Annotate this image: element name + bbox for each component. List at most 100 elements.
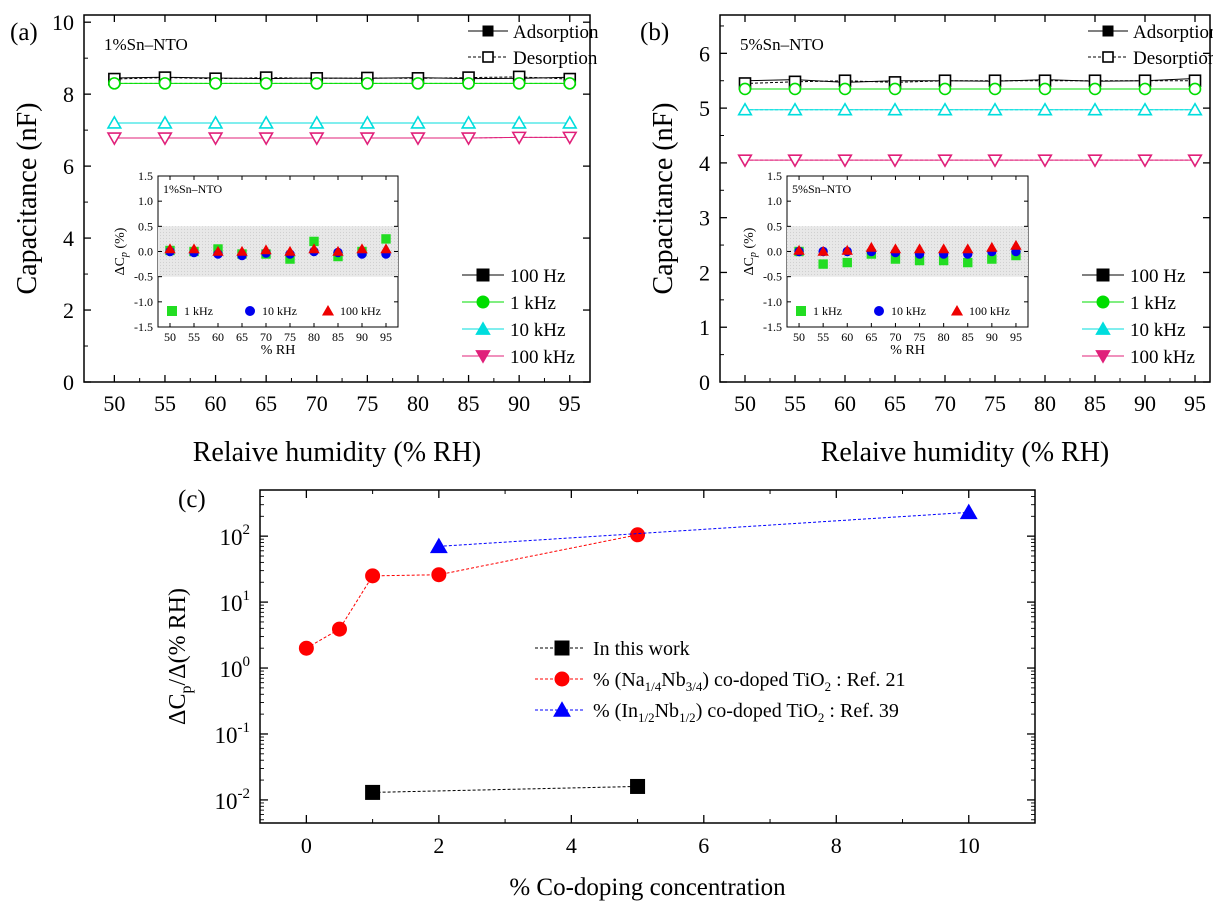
inset-legend-marker [874, 306, 884, 316]
inset-x-tick-label: 70 [889, 330, 901, 344]
inset-data-point [865, 241, 878, 252]
inset-y-tick-label: -0.5 [763, 270, 782, 284]
inset-x-tick-label: 95 [380, 330, 392, 344]
legend-label-part: 2 [825, 679, 832, 694]
inset-y-axis-label: ΔCp (%) [742, 227, 759, 275]
legend-label: In this work [593, 638, 690, 660]
data-point [1137, 154, 1153, 168]
x-tick-label: 65 [255, 391, 277, 416]
data-point [298, 640, 314, 656]
data-point [738, 82, 752, 96]
y-tick-exponent: 2 [243, 522, 251, 538]
data-point [511, 115, 527, 129]
data-point [1138, 82, 1152, 96]
inset-x-tick-label: 80 [308, 330, 320, 344]
data-point [1088, 82, 1102, 96]
legend-label-part: In this work [593, 638, 690, 660]
legend-label: 1 kHz [510, 293, 556, 314]
legend-label-part: 1/4 [645, 679, 662, 694]
y-tick-label: 5 [699, 96, 710, 121]
inset-data-point [236, 245, 248, 256]
inset-legend-label: 100 kHz [340, 304, 381, 318]
inset-x-axis-label: % RH [890, 343, 925, 358]
inset-x-tick-label: 85 [332, 330, 344, 344]
inset-data-point [817, 245, 829, 256]
data-point [411, 77, 425, 90]
y-tick-exponent: 0 [243, 654, 251, 670]
data-point [1187, 154, 1203, 168]
panel-a-letter: (a) [10, 19, 38, 46]
legend-label-part: % (In [593, 700, 638, 722]
legend-marker [1096, 295, 1110, 309]
y-axis-label: ΔCp/Δ(% RH) [165, 588, 195, 725]
data-point [309, 115, 325, 129]
legend-label-part: 3/4 [686, 679, 703, 694]
inset-data-point [842, 257, 852, 268]
mode-legend-marker [1102, 25, 1114, 37]
inset-x-tick-label: 75 [284, 330, 296, 344]
y-tick-label: 3 [699, 206, 710, 231]
data-point [838, 82, 852, 96]
data-point [788, 82, 802, 96]
x-tick-label: 4 [566, 833, 577, 858]
inset-y-tick-label: -1.0 [134, 295, 153, 309]
mode-legend-label: Desorption [1133, 48, 1213, 69]
inset-y-label-tail: (%) [113, 227, 128, 252]
y-tick-base: 10 [220, 525, 243, 550]
data-point [887, 154, 903, 168]
data-point [988, 82, 1002, 96]
inset-y-axis-label: ΔCp (%) [113, 227, 130, 275]
legend-marker [475, 321, 491, 335]
x-tick-label: 6 [698, 833, 709, 858]
data-point [837, 102, 853, 116]
data-point [410, 115, 426, 129]
data-point [630, 527, 646, 543]
inset-x-tick-label: 65 [865, 330, 877, 344]
data-point [365, 568, 381, 584]
x-tick-label: 75 [356, 391, 378, 416]
inset-y-tick-label: 1.5 [767, 169, 782, 183]
mode-legend-marker [1102, 51, 1114, 63]
x-tick-label: 50 [103, 391, 125, 416]
data-point [158, 77, 172, 90]
inset-x-tick-label: 90 [986, 330, 998, 344]
y-tick-label: 1 [699, 315, 710, 340]
data-point [1038, 82, 1052, 96]
data-point [630, 778, 646, 794]
legend-marker [1095, 321, 1111, 335]
inset-data-point [963, 257, 973, 268]
inset-x-tick-label: 65 [236, 330, 248, 344]
panel-c-letter: (c) [178, 486, 206, 513]
legend-marker [476, 295, 490, 309]
y-tick-exponent: -2 [238, 786, 251, 802]
x-tick-label: 50 [734, 391, 756, 416]
inset-legend-marker [167, 306, 177, 316]
mode-legend-label: Desorption [513, 48, 598, 69]
x-axis-label: % Co-doping concentration [509, 874, 786, 901]
y-tick-label: 8 [63, 82, 74, 107]
data-point [562, 131, 578, 145]
x-tick-label: 55 [154, 391, 176, 416]
legend-label-part: 1/2 [638, 710, 655, 725]
data-point [937, 154, 953, 168]
plot-frame [259, 489, 1036, 824]
inset-data-point [164, 243, 176, 254]
inset-y-tick-label: -1.5 [763, 320, 782, 334]
y-tick-label: 0 [699, 370, 710, 395]
series-line-desorption [114, 76, 570, 80]
legend-label: % (In1/2Nb1/2) co-doped TiO2 : Ref. 39 [593, 700, 899, 725]
y-tick-base: 10 [220, 591, 243, 616]
y-tick-label: 4 [63, 226, 74, 251]
data-point [737, 154, 753, 168]
inset-x-tick-label: 50 [164, 330, 176, 344]
inset-annotation: 5%Sn–NTO [792, 182, 851, 196]
panel-b-letter: (b) [640, 19, 669, 46]
y-label-tail: /Δ(% RH) [165, 588, 191, 685]
data-point [887, 102, 903, 116]
inset-x-tick-label: 80 [938, 330, 950, 344]
data-point [1037, 154, 1053, 168]
panel-a: (a) 50 55 60 65 70 75 80 85 90 95 0 2 4 6 8 10 Relaive h… [10, 10, 599, 468]
data-point [938, 82, 952, 96]
